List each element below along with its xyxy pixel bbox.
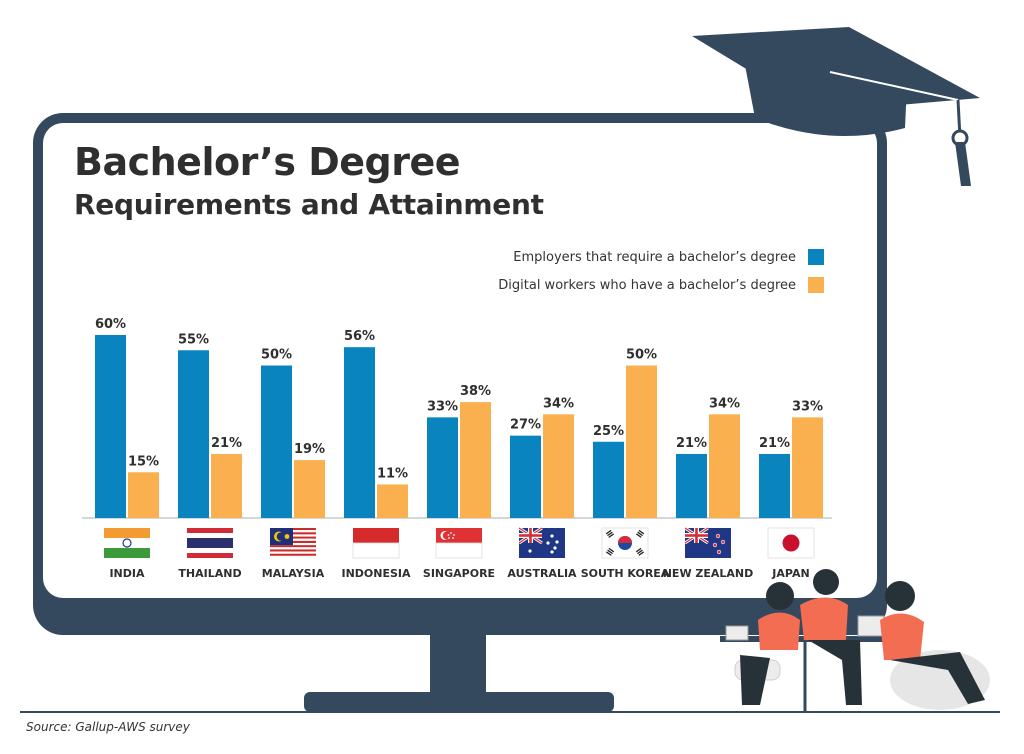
- data-label-india-workers: 15%: [128, 454, 159, 469]
- new-zealand-flag: [684, 526, 731, 558]
- data-label-malaysia-workers: 19%: [294, 442, 325, 457]
- bar-india-employers: [95, 335, 126, 518]
- australia-flag: [518, 526, 565, 558]
- bar-chart: 60%15%55%21%50%19%56%11%33%38%27%34%25%5…: [95, 317, 823, 518]
- legend-label-workers: Digital workers who have a bachelor’s de…: [498, 277, 796, 293]
- monitor-foot: [304, 692, 614, 712]
- bar-south-korea-workers: [626, 365, 657, 518]
- bar-indonesia-workers: [377, 484, 408, 518]
- bar-india-workers: [128, 472, 159, 518]
- bar-south-korea-employers: [593, 441, 624, 518]
- category-label-singapore: SINGAPORE: [423, 567, 495, 580]
- thailand-flag: [187, 528, 233, 558]
- source-note: Source: Gallup-AWS survey: [26, 720, 190, 734]
- bar-thailand-employers: [178, 350, 209, 518]
- data-label-india-employers: 60%: [95, 317, 126, 332]
- data-label-indonesia-workers: 11%: [377, 466, 408, 481]
- malaysia-flag: [270, 528, 316, 558]
- data-label-thailand-employers: 55%: [178, 332, 209, 347]
- data-label-australia-employers: 27%: [510, 418, 541, 433]
- bar-malaysia-workers: [294, 460, 325, 518]
- data-label-malaysia-employers: 50%: [261, 348, 292, 363]
- category-label-japan: JAPAN: [771, 567, 809, 580]
- category-label-india: INDIA: [109, 567, 145, 580]
- bar-thailand-workers: [211, 453, 242, 518]
- data-label-japan-workers: 33%: [792, 399, 823, 414]
- singapore-flag: [435, 528, 483, 559]
- legend-swatch-workers: [808, 277, 824, 293]
- bar-malaysia-employers: [261, 365, 292, 518]
- data-label-south-korea-workers: 50%: [626, 348, 657, 363]
- data-label-new-zealand-workers: 34%: [709, 396, 740, 411]
- legend-swatch-employers: [808, 249, 824, 265]
- category-label-indonesia: INDONESIA: [341, 567, 411, 580]
- flag-row: [104, 526, 815, 559]
- data-label-singapore-workers: 38%: [460, 384, 491, 399]
- category-label-malaysia: MALAYSIA: [262, 567, 325, 580]
- bar-singapore-employers: [427, 417, 458, 518]
- india-flag: [104, 528, 150, 558]
- data-label-australia-workers: 34%: [543, 396, 574, 411]
- bar-indonesia-employers: [344, 347, 375, 518]
- legend-item-workers: Digital workers who have a bachelor’s de…: [498, 273, 824, 297]
- chart-subtitle: Requirements and Attainment: [74, 188, 544, 221]
- data-label-south-korea-employers: 25%: [593, 424, 624, 439]
- chart-legend: Employers that require a bachelor’s degr…: [498, 245, 824, 301]
- category-label-thailand: THAILAND: [178, 567, 241, 580]
- category-label-new-zealand: NEW ZEALAND: [663, 567, 754, 580]
- data-label-singapore-employers: 33%: [427, 399, 458, 414]
- category-labels: INDIA THAILAND MALAYSIA INDONESIA SINGAPORE A…: [109, 567, 809, 580]
- people-illustration: [720, 569, 990, 712]
- bar-japan-employers: [759, 453, 790, 518]
- indonesia-flag: [352, 528, 400, 559]
- data-label-japan-employers: 21%: [759, 436, 790, 451]
- monitor-neck: [430, 632, 486, 694]
- south-korea-flag: [601, 527, 649, 559]
- japan-flag: [767, 527, 815, 559]
- bar-new-zealand-employers: [676, 453, 707, 518]
- graduation-cap-icon: [692, 27, 980, 186]
- data-label-new-zealand-employers: 21%: [676, 436, 707, 451]
- bar-singapore-workers: [460, 402, 491, 518]
- category-label-south-korea: SOUTH KOREA: [581, 567, 670, 580]
- monitor-screen: [43, 123, 877, 598]
- category-label-australia: AUSTRALIA: [507, 567, 577, 580]
- bar-japan-workers: [792, 417, 823, 518]
- bar-new-zealand-workers: [709, 414, 740, 518]
- bar-australia-employers: [510, 435, 541, 518]
- chart-title: Bachelor’s Degree: [74, 140, 461, 184]
- data-label-thailand-workers: 21%: [211, 436, 242, 451]
- data-label-indonesia-employers: 56%: [344, 329, 375, 344]
- bar-australia-workers: [543, 414, 574, 518]
- legend-item-employers: Employers that require a bachelor’s degr…: [498, 245, 824, 269]
- legend-label-employers: Employers that require a bachelor’s degr…: [513, 249, 796, 265]
